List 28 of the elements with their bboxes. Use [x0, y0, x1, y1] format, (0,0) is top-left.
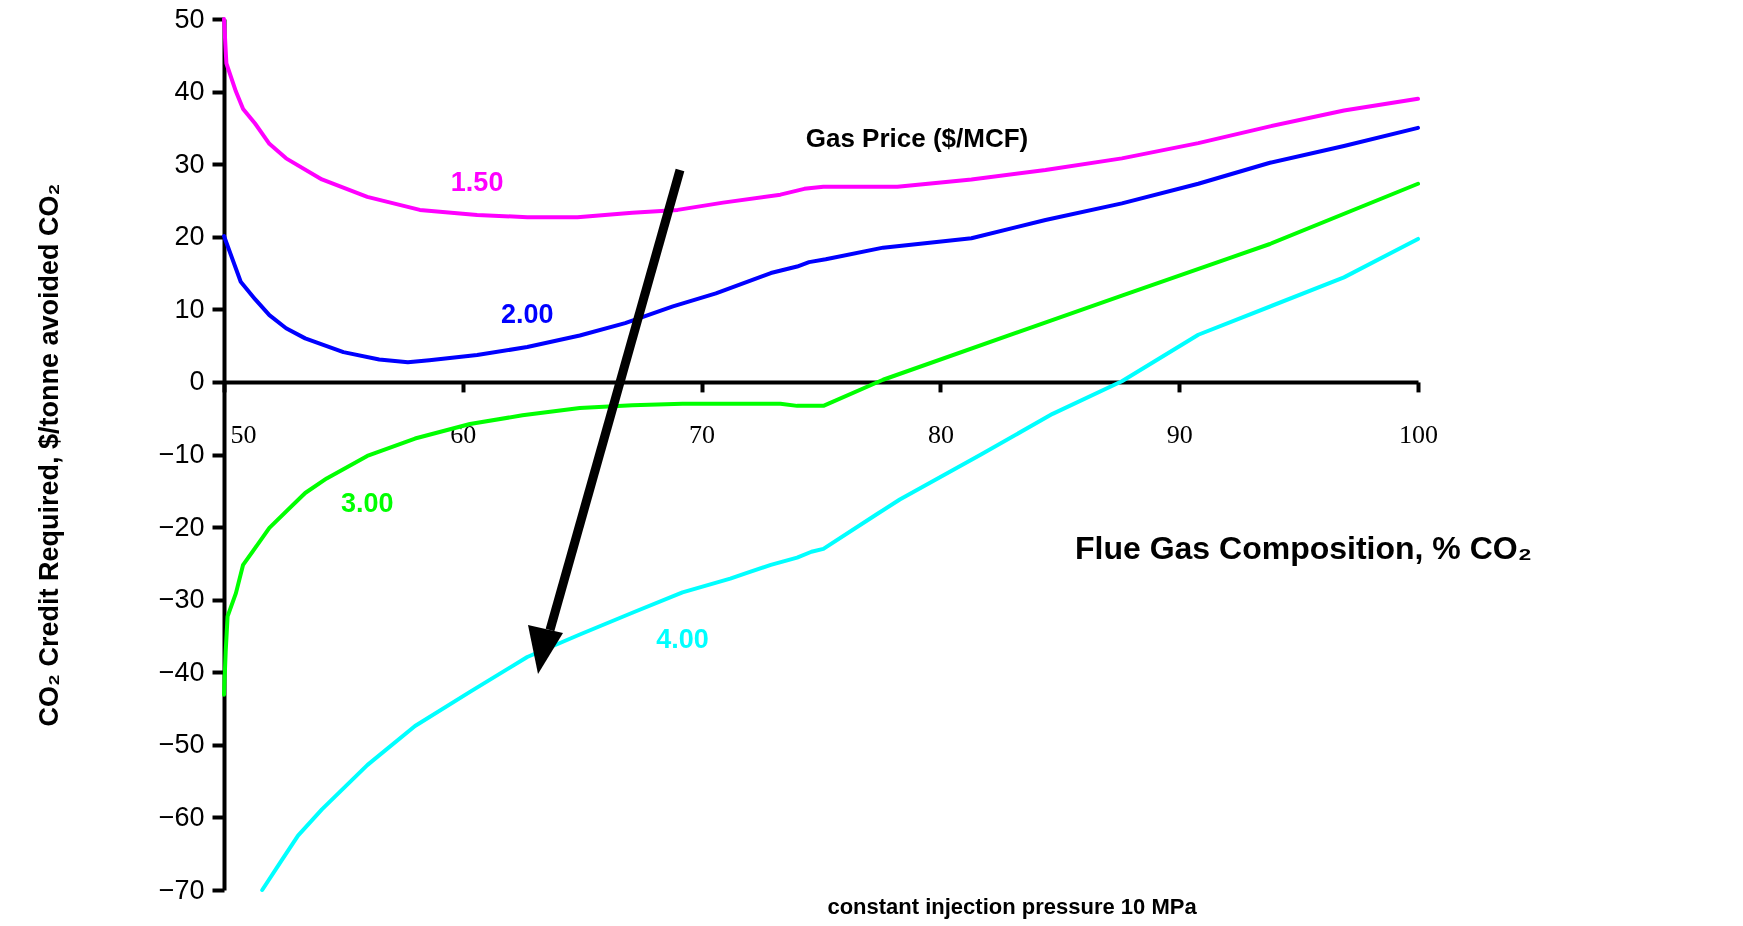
y-axis-title: CO₂ Credit Required, $/tonne avoided CO₂ [33, 183, 64, 727]
y-tick-label: −70 [158, 874, 205, 905]
x-tick-label: 90 [1166, 420, 1193, 450]
y-tick-label: −40 [158, 656, 205, 687]
y-tick-label: 50 [174, 3, 205, 34]
x-tick-label: 100 [1399, 420, 1438, 450]
series-label: 2.00 [500, 299, 554, 330]
series-label: 1.50 [450, 166, 504, 197]
series-label: 3.00 [341, 487, 394, 518]
x-tick-label: 70 [689, 420, 716, 450]
y-tick-label: 10 [174, 293, 205, 324]
text: constant injection pressure 10 MPa [827, 894, 1198, 919]
x-tick-label: 80 [927, 420, 954, 450]
series-label: 4.00 [656, 624, 709, 655]
y-tick-label: −30 [158, 584, 205, 615]
x-tick-label: 50 [230, 420, 257, 450]
y-tick-label: −60 [158, 801, 205, 832]
y-tick-label: 0 [189, 366, 205, 397]
legend-title: Gas Price ($/MCF) [805, 123, 1029, 153]
y-tick-label: 20 [174, 221, 205, 252]
x-axis-title: Flue Gas Composition, % CO₂ [1075, 530, 1532, 566]
y-tick-label: −20 [158, 511, 205, 542]
y-tick-label: −10 [158, 439, 205, 469]
y-tick-label: 30 [174, 148, 205, 179]
y-tick-label: −50 [158, 729, 205, 760]
y-tick-label: 40 [174, 76, 205, 107]
line-series [222, 125, 1420, 365]
line-series [222, 17, 1420, 220]
